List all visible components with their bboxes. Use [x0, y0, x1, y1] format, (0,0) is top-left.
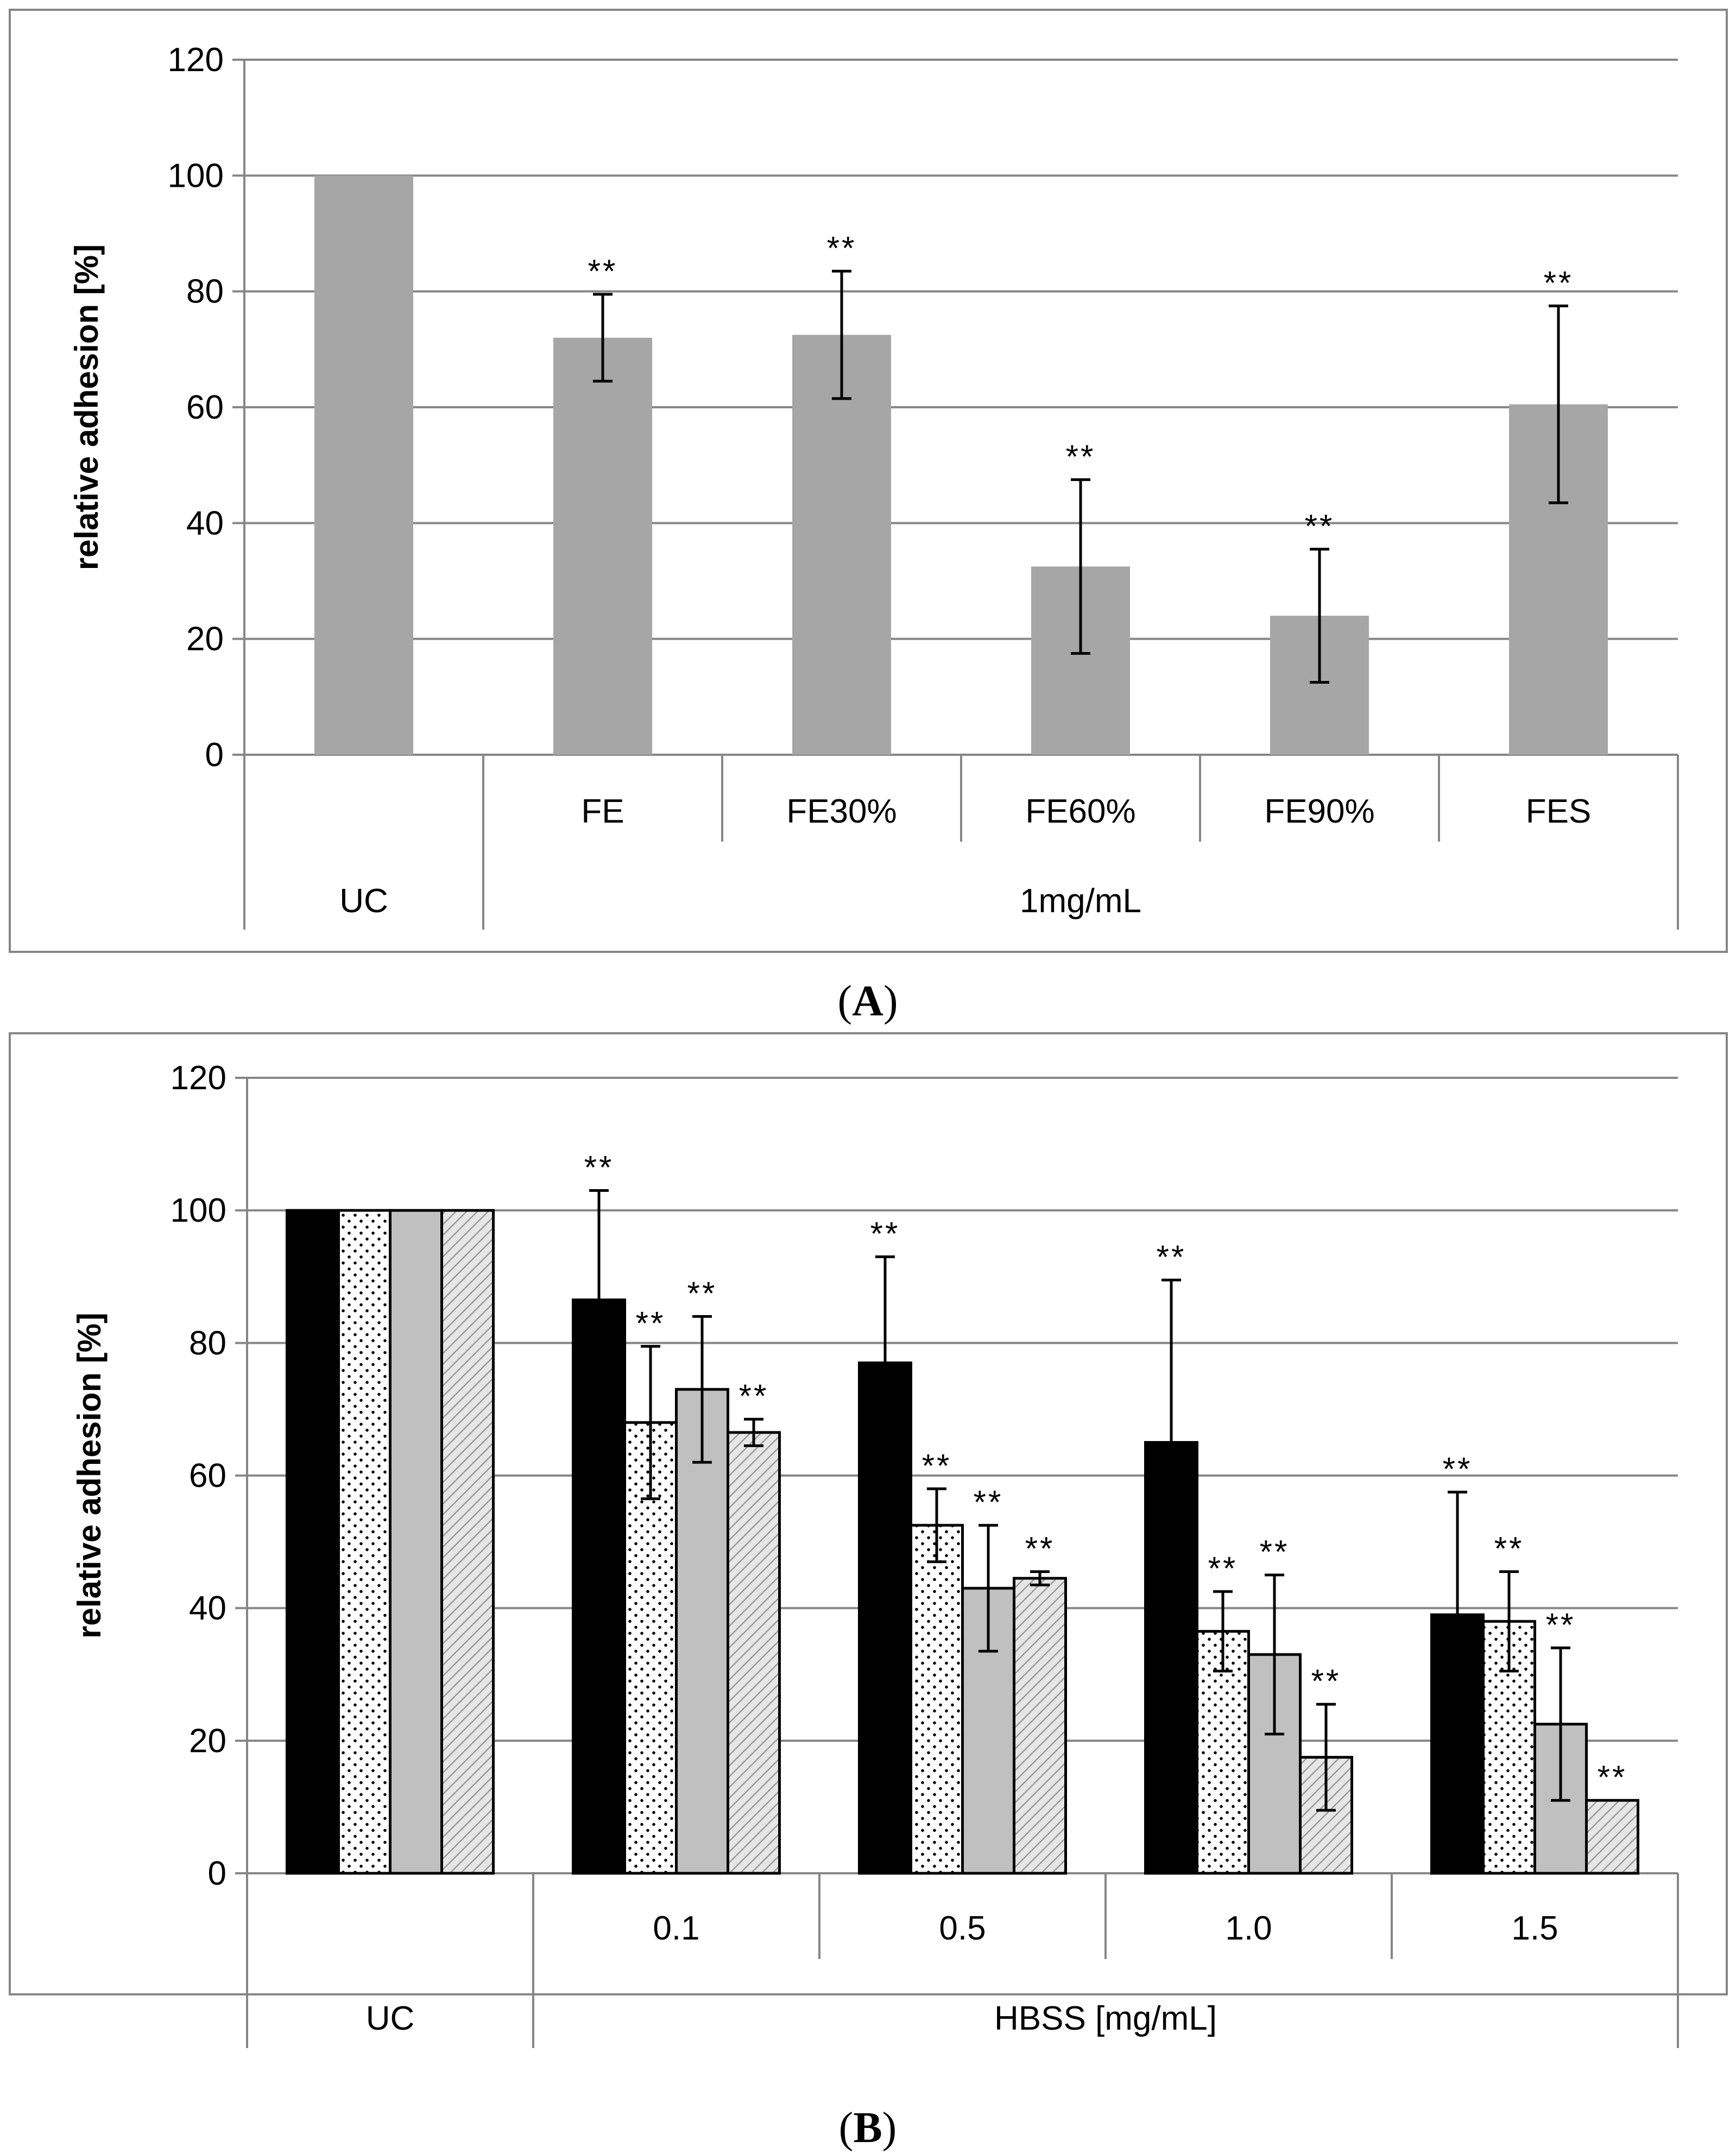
panel-b-y-tick-label: 60 [189, 1457, 226, 1495]
panel-b-group-label: HBSS [mg/mL] [994, 2000, 1217, 2037]
panel-a-x-tick-label: FE60% [1025, 793, 1135, 830]
panel-a-x-tick-label: FE [581, 793, 624, 830]
panel-a-y-tick-label: 60 [186, 389, 224, 426]
panel-b-y-tick-label: 80 [189, 1324, 226, 1362]
panel-b-significance-marker: ** [1260, 1534, 1290, 1570]
panel-b-significance-marker: ** [1494, 1531, 1524, 1567]
panel-a-significance-marker: ** [588, 253, 618, 289]
panel-b-y-tick-label: 120 [171, 1059, 226, 1097]
panel-a-significance-marker: ** [1544, 264, 1574, 301]
panel-a-y-tick-label: 20 [186, 621, 224, 658]
panel-b-x-tick-label: 1.5 [1511, 1910, 1558, 1947]
panel-a-group-label: 1mg/mL [1020, 882, 1141, 920]
panel-b-y-axis-label: relative adhesion [%] [71, 1312, 108, 1638]
panel-b-significance-marker: ** [1311, 1663, 1341, 1700]
panel-a-y-tick-label: 100 [168, 157, 224, 194]
panel-b-bar [727, 1431, 781, 1875]
panel-a-x-tick-label: FE30% [786, 793, 897, 830]
panel-a-letter: A [852, 977, 883, 1025]
panel-b-group-label: UC [366, 2000, 415, 2037]
panel-b-letter: B [853, 2104, 882, 2152]
panel-a-bar [792, 334, 891, 755]
panel-a-chart: 0 20 40 60 80 100 120 relative adhesion [%] ** FE… [68, 41, 1679, 930]
panel-a-significance-marker: ** [827, 230, 857, 266]
panel-a-significance-marker: ** [1066, 438, 1096, 475]
panel-a-bar [553, 338, 652, 755]
panel-a-x-tick-label: FES [1526, 793, 1592, 830]
panel-b-significance-marker: ** [974, 1484, 1003, 1520]
panel-b-bar [337, 1209, 392, 1875]
panel-a-label: (A) [837, 977, 898, 1025]
panel-b-bar [1585, 1799, 1639, 1875]
panel-b-bar [440, 1209, 495, 1875]
panel-b-bar [1013, 1577, 1067, 1875]
panel-b-frame [9, 1032, 1728, 1995]
panel-b-y-tick-label: 20 [189, 1722, 226, 1760]
panel-b-significance-marker: ** [1546, 1607, 1576, 1643]
panel-a-y-tick-label: 120 [168, 41, 224, 79]
panel-b-significance-marker: ** [636, 1305, 666, 1341]
panel-b-significance-marker: ** [870, 1216, 900, 1252]
panel-b-significance-marker: ** [687, 1275, 717, 1312]
panel-b-significance-marker: ** [739, 1378, 769, 1414]
panel-b-significance-marker: ** [922, 1448, 952, 1484]
panel-b-bar [910, 1524, 964, 1875]
panel-b-y-tick-label: 0 [208, 1855, 226, 1892]
panel-b-y-tick-label: 40 [189, 1590, 226, 1627]
panel-b-significance-marker: ** [1598, 1759, 1627, 1796]
panel-b-bar [389, 1209, 443, 1875]
panel-b-x-tick-label: 0.5 [939, 1910, 986, 1947]
panel-b-x-tick-label: 0.1 [653, 1910, 699, 1947]
panel-a-y-tick-label: 0 [205, 736, 224, 774]
panel-a-y-tick-label: 80 [186, 273, 224, 311]
panel-b-chart: 0 20 40 60 80 100 120 relative adhesion [%] ** **… [71, 1059, 1679, 2048]
panel-a-y-tick-label: 40 [186, 504, 224, 542]
panel-a-y-axis-label: relative adhesion [%] [68, 244, 105, 570]
panel-b-significance-marker: ** [584, 1149, 614, 1186]
panel-b-significance-marker: ** [1157, 1239, 1186, 1275]
panel-b-significance-marker: ** [1443, 1451, 1473, 1487]
panel-a-bar [314, 175, 413, 755]
panel-b-x-tick-label: 1.0 [1225, 1910, 1272, 1947]
panel-a-group-label: UC [339, 882, 388, 920]
panel-b-label: (B) [839, 2104, 897, 2152]
panel-b-significance-marker: ** [1025, 1531, 1055, 1567]
panel-b-y-tick-label: 100 [171, 1192, 226, 1229]
panel-a-x-tick-label: FE90% [1264, 793, 1374, 830]
panel-b-significance-marker: ** [1208, 1550, 1238, 1587]
panel-b-bar [286, 1209, 340, 1875]
panel-a-frame [9, 9, 1728, 953]
panel-a-significance-marker: ** [1305, 508, 1335, 544]
